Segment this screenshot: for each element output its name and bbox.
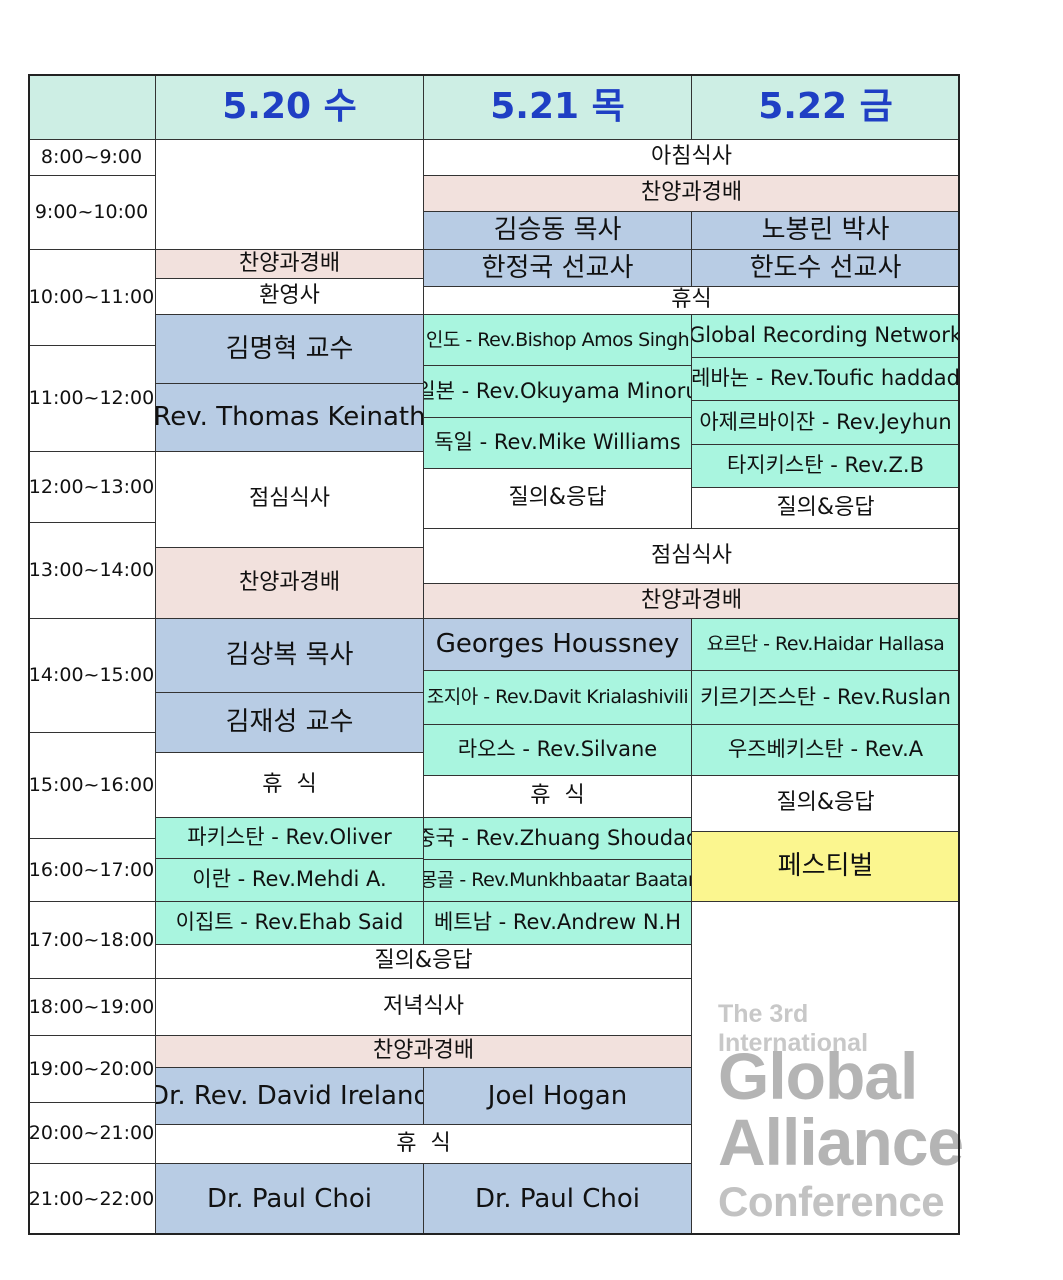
session-speaker: Dr. Paul Choi xyxy=(424,1164,692,1235)
session-country: 키르기즈스탄 - Rev.Ruslan xyxy=(692,671,960,725)
session-country: 레바논 - Rev.Toufic haddad xyxy=(692,358,960,401)
session-country: 아제르바이잔 - Rev.Jeyhun xyxy=(692,401,960,445)
session-speaker: Georges Houssney xyxy=(424,619,692,671)
time-slot: 14:00~15:00 xyxy=(28,619,156,733)
session-speaker: Dr. Rev. David Ireland xyxy=(156,1068,424,1125)
session-festival: 페스티벌 xyxy=(692,832,960,902)
time-slot: 12:00~13:00 xyxy=(28,452,156,523)
session-speaker: 김재성 교수 xyxy=(156,693,424,753)
session-speaker: Dr. Paul Choi xyxy=(156,1164,424,1235)
session-country: 이란 - Rev.Mehdi A. xyxy=(156,859,424,902)
session-worship: 찬양과경배 xyxy=(424,584,960,619)
time-slot: 16:00~17:00 xyxy=(28,839,156,902)
session-break: 휴 식 xyxy=(156,1125,692,1164)
time-slot: 17:00~18:00 xyxy=(28,902,156,979)
time-slot: 11:00~12:00 xyxy=(28,346,156,452)
session-country: 이집트 - Rev.Ehab Said xyxy=(156,902,424,945)
time-slot: 13:00~14:00 xyxy=(28,523,156,619)
header-day-3: 5.22 금 xyxy=(692,74,960,140)
session-welcome: 환영사 xyxy=(156,279,424,315)
session-break: 휴 식 xyxy=(156,753,424,818)
session-lunch: 점심식사 xyxy=(156,452,424,548)
time-slot: 18:00~19:00 xyxy=(28,979,156,1036)
header-day-2: 5.21 목 xyxy=(424,74,692,140)
conference-logo: The 3rd International Global Alliance Co… xyxy=(692,902,964,1235)
logo-line-4: Conference xyxy=(718,1178,945,1225)
session-speaker: Joel Hogan xyxy=(424,1068,692,1125)
session-qa: 질의&응답 xyxy=(424,469,692,529)
session-country: 조지아 - Rev.Davit Krialashivili xyxy=(424,671,692,725)
time-slot: 8:00~9:00 xyxy=(28,140,156,176)
time-slot: 15:00~16:00 xyxy=(28,733,156,839)
session-country: 요르단 - Rev.Haidar Hallasa xyxy=(692,619,960,671)
session-speaker: 한도수 선교사 xyxy=(692,250,960,287)
header-corner xyxy=(28,74,156,140)
session-country: 파키스탄 - Rev.Oliver xyxy=(156,818,424,859)
session-country: 베트남 - Rev.Andrew N.H xyxy=(424,902,692,945)
time-slot: 21:00~22:00 xyxy=(28,1164,156,1235)
session-qa: 질의&응답 xyxy=(692,488,960,529)
header-day-1: 5.20 수 xyxy=(156,74,424,140)
time-slot: 19:00~20:00 xyxy=(28,1036,156,1103)
time-slot: 10:00~11:00 xyxy=(28,250,156,346)
session-country: Global Recording Network xyxy=(692,315,960,358)
session-speaker: 김상복 목사 xyxy=(156,619,424,693)
session-break: 휴 식 xyxy=(424,776,692,818)
session-qa: 질의&응답 xyxy=(692,776,960,832)
session-country: 중국 - Rev.Zhuang Shoudao xyxy=(424,818,692,860)
session-country: 독일 - Rev.Mike Williams xyxy=(424,418,692,469)
session-break: 휴식 xyxy=(424,287,960,315)
time-slot: 9:00~10:00 xyxy=(28,176,156,250)
session-country: 인도 - Rev.Bishop Amos Singh xyxy=(424,315,692,366)
session-speaker: 한정국 선교사 xyxy=(424,250,692,287)
d1-empty-morning xyxy=(156,140,424,250)
session-speaker: Rev. Thomas Keinath xyxy=(156,384,424,452)
logo-line-2: Global xyxy=(718,1039,918,1113)
session-qa: 질의&응답 xyxy=(156,945,692,979)
logo-line-3: Alliance xyxy=(718,1105,964,1179)
session-lunch: 점심식사 xyxy=(424,529,960,584)
logo-line-1: The 3rd International xyxy=(718,1000,869,1057)
session-country: 우즈베키스탄 - Rev.A xyxy=(692,725,960,776)
time-slot: 20:00~21:00 xyxy=(28,1103,156,1164)
session-speaker: 노봉린 박사 xyxy=(692,212,960,250)
session-breakfast: 아침식사 xyxy=(424,140,960,176)
session-country: 몽골 - Rev.Munkhbaatar Baatar xyxy=(424,860,692,902)
session-speaker: 김명혁 교수 xyxy=(156,315,424,384)
session-dinner: 저녁식사 xyxy=(156,979,692,1036)
session-worship: 찬양과경배 xyxy=(424,176,960,212)
session-country: 일본 - Rev.Okuyama Minoru xyxy=(424,366,692,418)
session-worship: 찬양과경배 xyxy=(156,548,424,619)
session-country: 타지키스탄 - Rev.Z.B xyxy=(692,445,960,488)
session-worship: 찬양과경배 xyxy=(156,250,424,279)
session-country: 라오스 - Rev.Silvane xyxy=(424,725,692,776)
session-worship: 찬양과경배 xyxy=(156,1036,692,1068)
session-speaker: 김승동 목사 xyxy=(424,212,692,250)
